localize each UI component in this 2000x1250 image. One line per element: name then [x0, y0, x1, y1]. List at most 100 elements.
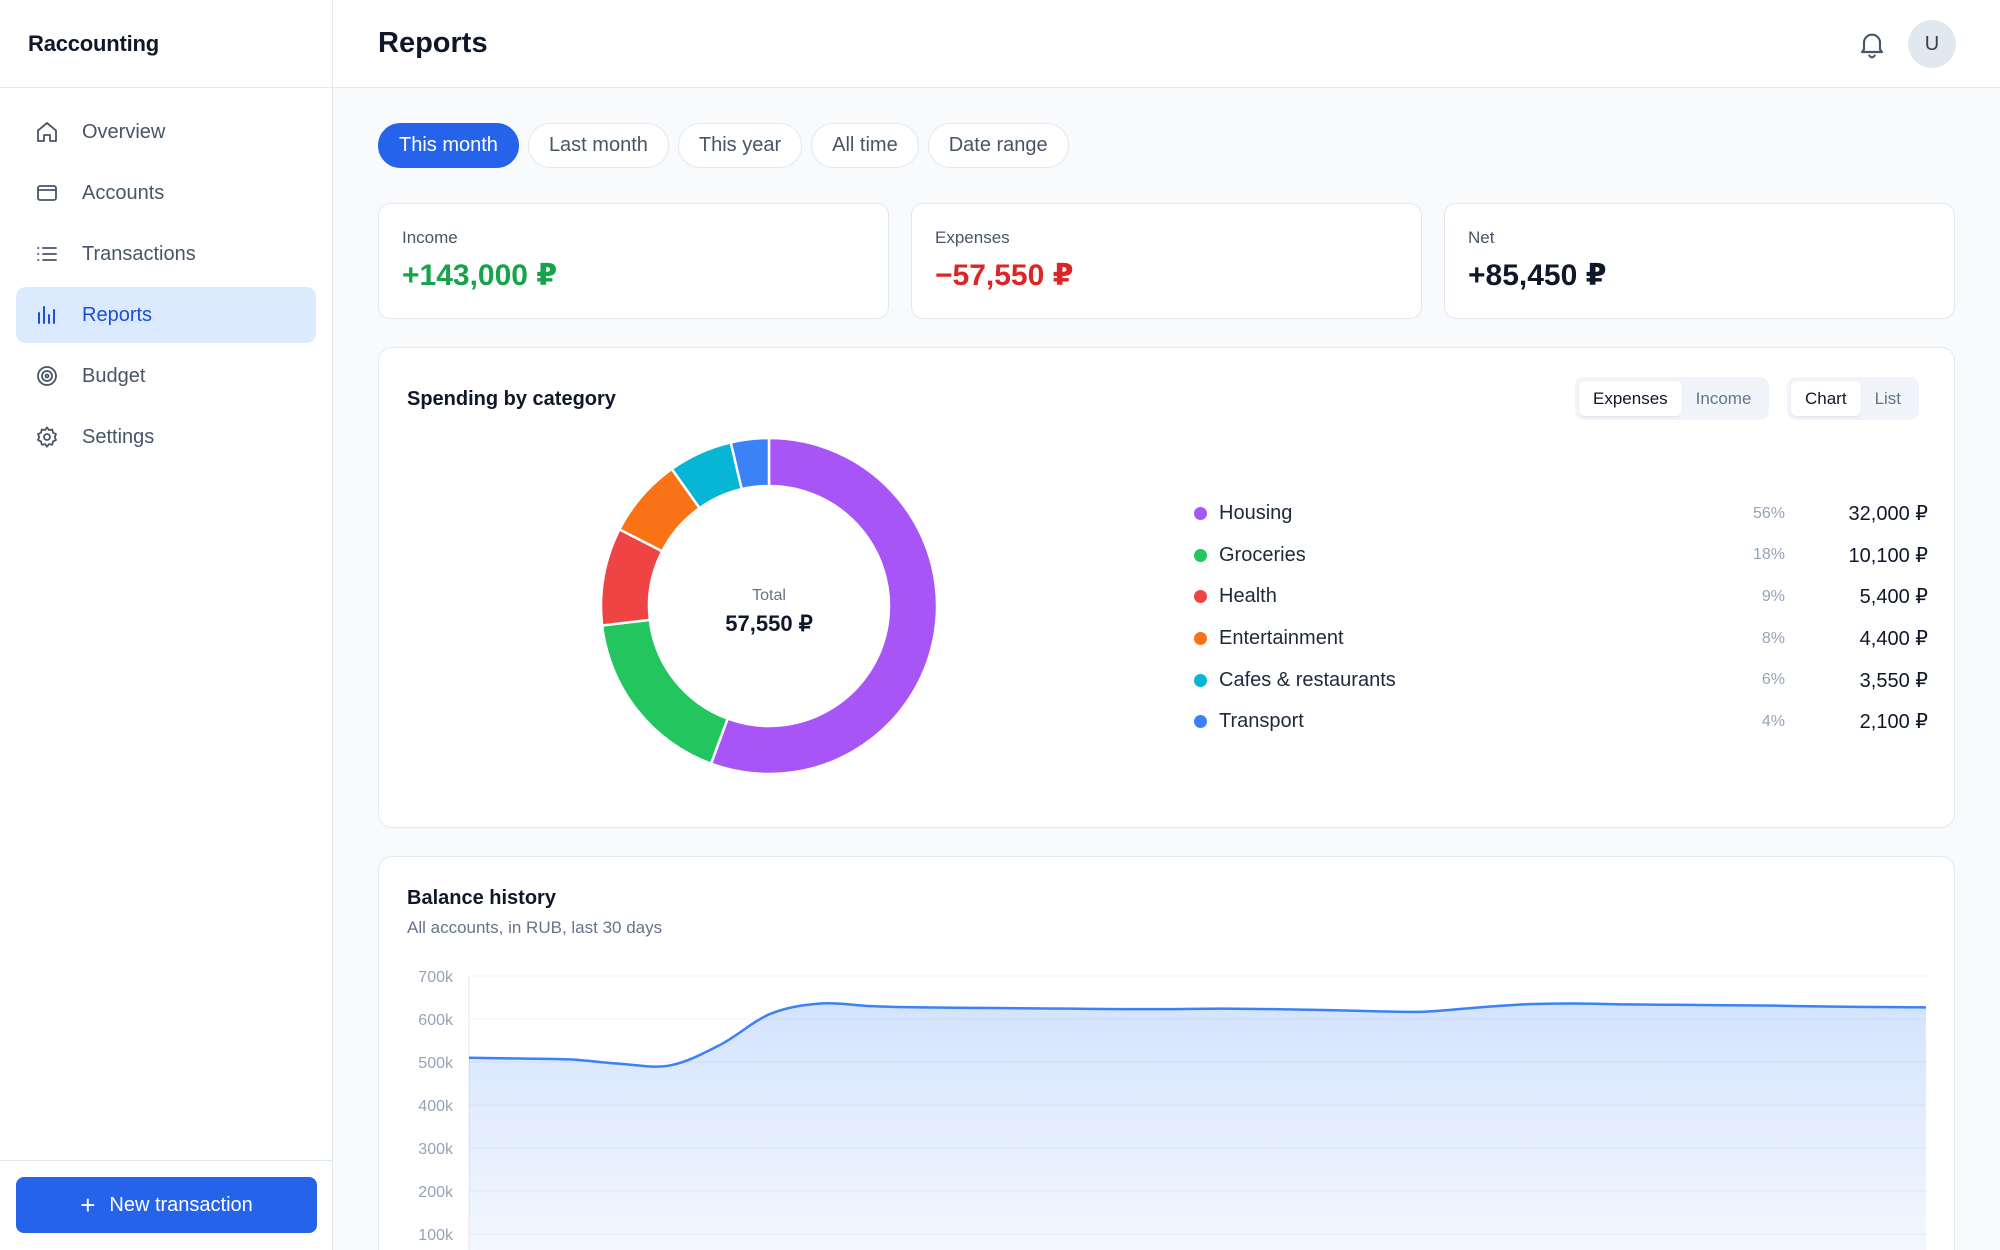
- home-icon: [34, 119, 60, 145]
- legend-name: Entertainment: [1219, 627, 1344, 650]
- wallet-icon: [34, 180, 60, 206]
- view-toggle: Chart List: [1787, 377, 1920, 420]
- list-icon: [34, 241, 60, 267]
- sidebar-footer: + New transaction: [0, 1160, 333, 1250]
- y-tick-label: 500k: [418, 1055, 454, 1072]
- donut-chart: Total 57,550 ₽: [601, 438, 937, 774]
- legend-amount: 4,400 ₽: [1859, 628, 1928, 651]
- legend-amount: 2,100 ₽: [1859, 711, 1928, 734]
- balance-subtitle: All accounts, in RUB, last 30 days: [407, 918, 663, 937]
- sidebar-item-label: Accounts: [82, 181, 165, 204]
- sidebar-item-label: Overview: [82, 120, 166, 143]
- category-legend: Housing 56% 32,000 ₽ Groceries 18% 10,10…: [1183, 493, 1928, 743]
- income-card: Income +143,000 ₽: [378, 203, 889, 319]
- legend-row-health[interactable]: Health 9% 5,400 ₽: [1183, 576, 1928, 618]
- sidebar-item-budget[interactable]: Budget: [16, 348, 316, 404]
- sidebar-item-label: Settings: [82, 425, 155, 448]
- toggle-income[interactable]: Income: [1695, 388, 1752, 408]
- legend-name: Transport: [1219, 710, 1304, 733]
- new-transaction-button[interactable]: + New transaction: [16, 1177, 317, 1233]
- sidebar-item-label: Reports: [82, 303, 153, 326]
- legend-amount: 10,100 ₽: [1848, 544, 1928, 567]
- toggle-chart[interactable]: Chart: [1791, 381, 1861, 416]
- app-logo[interactable]: Raccounting: [0, 0, 332, 88]
- y-tick-label: 100k: [418, 1227, 454, 1244]
- header: Reports U: [333, 0, 2000, 88]
- net-card: Net +85,450 ₽: [1444, 203, 1955, 319]
- spending-title: Spending by category: [407, 388, 616, 410]
- legend-name: Housing: [1219, 502, 1293, 525]
- legend-percent: 6%: [1761, 671, 1785, 689]
- sidebar-item-settings[interactable]: Settings: [16, 409, 316, 465]
- target-icon: [34, 363, 60, 389]
- avatar[interactable]: U: [1908, 20, 1956, 68]
- legend-swatch: [1194, 632, 1207, 646]
- sidebar: Raccounting Overview Accounts Transactio…: [0, 0, 333, 1250]
- period-all-time[interactable]: All time: [811, 123, 919, 168]
- legend-swatch: [1194, 590, 1207, 604]
- expenses-value: −57,550 ₽: [935, 259, 1074, 292]
- y-tick-label: 600k: [418, 1012, 454, 1029]
- income-label: Income: [402, 228, 458, 247]
- balance-area-chart: 700k 600k 500k 400k 300k 200k 100k: [418, 969, 1927, 1250]
- expenses-card: Expenses −57,550 ₽: [911, 203, 1422, 319]
- legend-row-groceries[interactable]: Groceries 18% 10,100 ₽: [1183, 535, 1928, 577]
- net-label: Net: [1468, 228, 1495, 247]
- y-tick-label: 300k: [418, 1141, 454, 1158]
- legend-amount: 5,400 ₽: [1859, 586, 1928, 609]
- y-tick-label: 700k: [418, 969, 454, 986]
- legend-percent: 4%: [1761, 712, 1785, 730]
- legend-percent: 56%: [1752, 504, 1785, 522]
- legend-swatch: [1194, 715, 1207, 729]
- period-last-month[interactable]: Last month: [527, 123, 669, 168]
- y-tick-label: 400k: [418, 1098, 454, 1115]
- page-title: Reports: [378, 27, 488, 59]
- toggle-expenses[interactable]: Expenses: [1579, 381, 1682, 416]
- legend-name: Groceries: [1219, 543, 1306, 566]
- donut-slice-groceries[interactable]: [601, 618, 730, 766]
- legend-swatch: [1194, 548, 1207, 562]
- toggle-list[interactable]: List: [1874, 388, 1902, 408]
- legend-row-transport[interactable]: Transport 4% 2,100 ₽: [1183, 701, 1928, 743]
- y-tick-label: 200k: [418, 1184, 454, 1201]
- period-this-month[interactable]: This month: [378, 123, 519, 168]
- balance-area-fill: [469, 1003, 1926, 1250]
- income-value: +143,000 ₽: [402, 259, 558, 292]
- period-date-range[interactable]: Date range: [927, 123, 1069, 168]
- legend-amount: 3,550 ₽: [1859, 669, 1928, 692]
- legend-amount: 32,000 ₽: [1848, 503, 1928, 526]
- period-filter: This month Last month This year All time…: [378, 123, 1078, 168]
- expenses-label: Expenses: [935, 228, 1010, 247]
- sidebar-item-accounts[interactable]: Accounts: [16, 165, 316, 221]
- sidebar-item-reports[interactable]: Reports: [16, 287, 316, 343]
- legend-row-entertainment[interactable]: Entertainment 8% 4,400 ₽: [1183, 618, 1928, 660]
- plus-icon: +: [80, 1190, 96, 1220]
- balance-line: [468, 1001, 1927, 1068]
- net-value: +85,450 ₽: [1468, 259, 1607, 292]
- type-toggle: Expenses Income: [1575, 377, 1770, 420]
- new-transaction-label: New transaction: [109, 1193, 253, 1216]
- legend-swatch: [1194, 507, 1207, 521]
- legend-row-housing[interactable]: Housing 56% 32,000 ₽: [1183, 493, 1928, 535]
- balance-card: Balance history All accounts, in RUB, la…: [378, 856, 1955, 1250]
- bell-icon[interactable]: [1856, 28, 1888, 60]
- sidebar-item-label: Transactions: [82, 242, 196, 265]
- sidebar-nav: Overview Accounts Transactions Reports B…: [0, 88, 332, 465]
- legend-row-cafes[interactable]: Cafes & restaurants 6% 3,550 ₽: [1183, 659, 1928, 701]
- sidebar-item-transactions[interactable]: Transactions: [16, 226, 316, 282]
- legend-swatch: [1194, 673, 1207, 687]
- donut-slice-housing[interactable]: [709, 438, 937, 774]
- legend-percent: 18%: [1752, 546, 1785, 564]
- legend-name: Cafes & restaurants: [1219, 668, 1396, 691]
- legend-percent: 8%: [1761, 629, 1785, 647]
- donut-total-value: 57,550 ₽: [725, 611, 812, 636]
- donut-slice-transport[interactable]: [729, 438, 771, 491]
- sidebar-item-label: Budget: [82, 364, 146, 387]
- balance-title: Balance history: [407, 887, 556, 909]
- legend-percent: 9%: [1761, 587, 1785, 605]
- legend-name: Health: [1219, 585, 1277, 608]
- spending-card: Spending by category Expenses Income Cha…: [378, 347, 1955, 828]
- period-this-year[interactable]: This year: [677, 123, 803, 168]
- bar-chart-icon: [34, 302, 60, 328]
- sidebar-item-overview[interactable]: Overview: [16, 104, 316, 160]
